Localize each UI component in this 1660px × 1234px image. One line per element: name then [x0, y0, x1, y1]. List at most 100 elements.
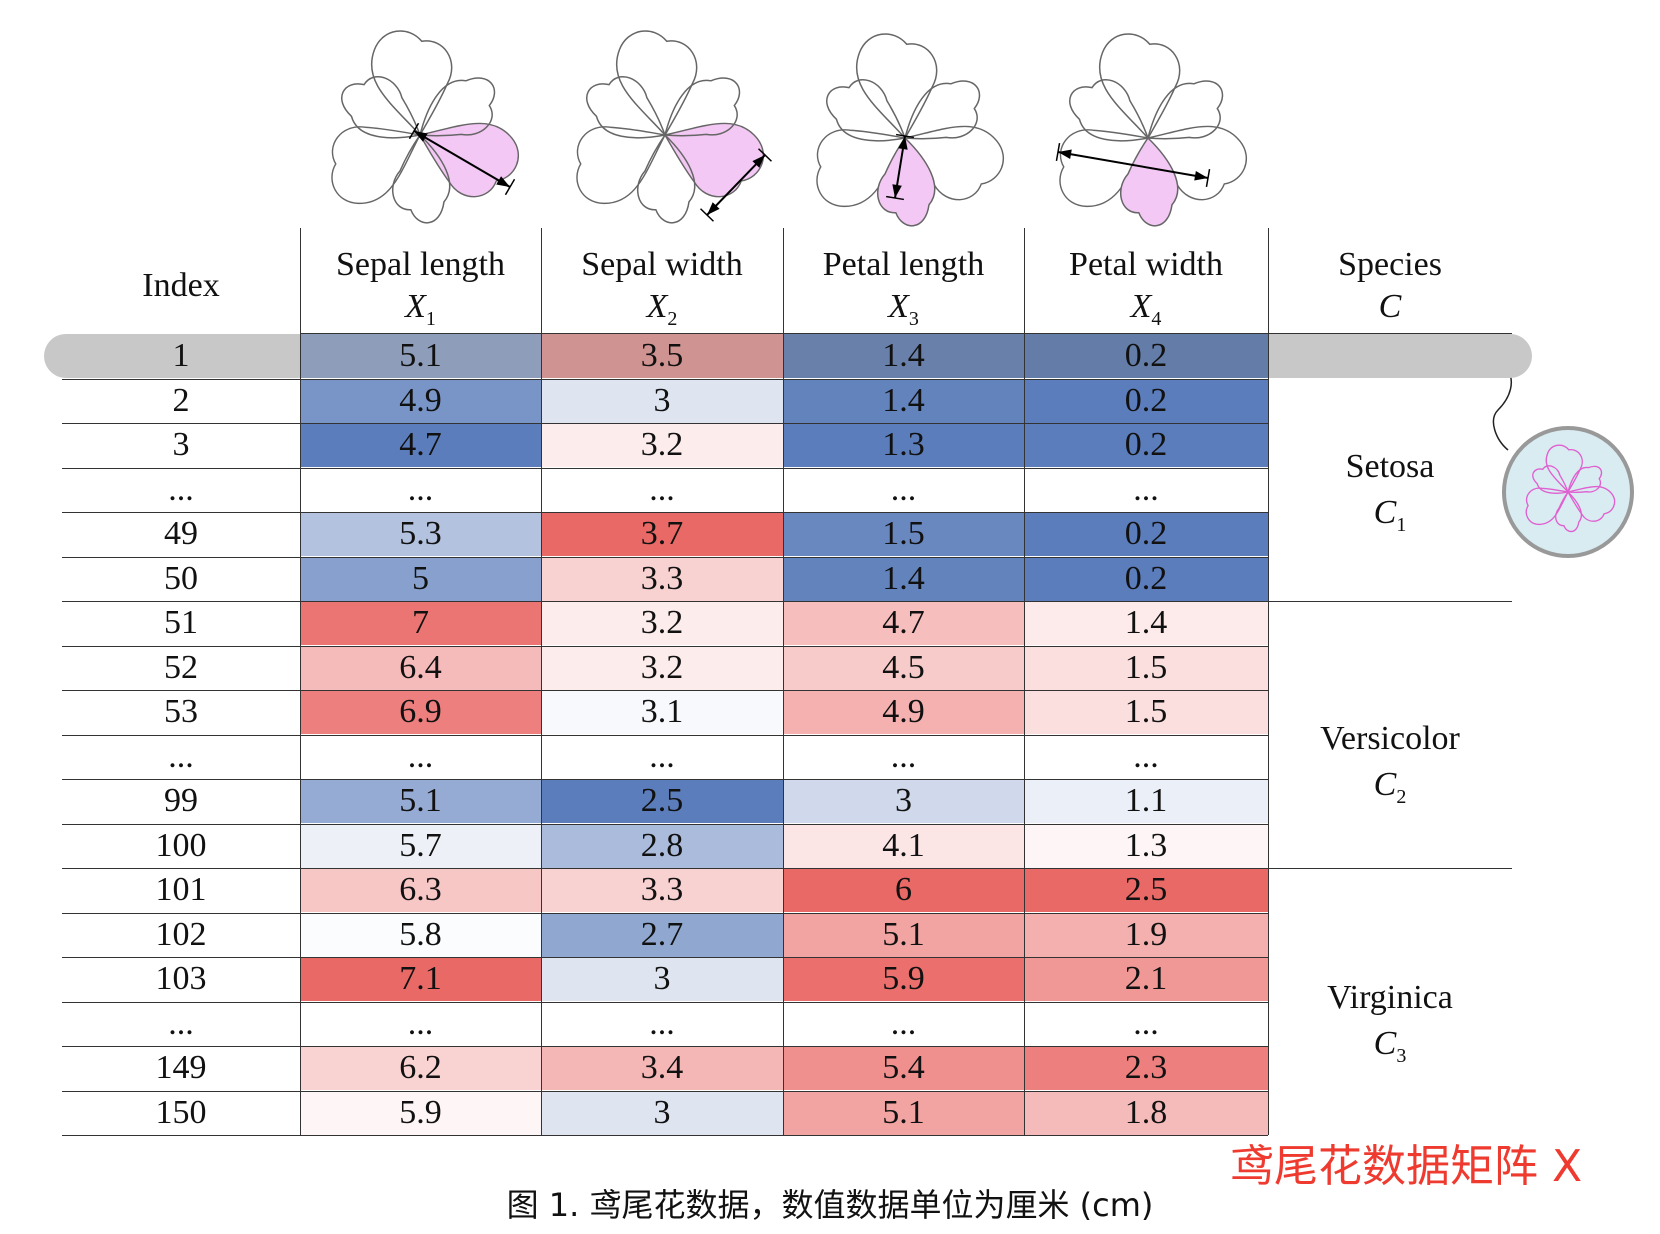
row-divider	[62, 1090, 1268, 1092]
value-cell: 5.4	[783, 1046, 1024, 1090]
value-cell: 5.1	[783, 912, 1024, 957]
value-cell: 5.8	[300, 912, 541, 957]
value-cell: 5.1	[300, 334, 541, 378]
index-cell: 50	[164, 559, 198, 597]
value-cell: 0.2	[1024, 556, 1268, 601]
value-cell: 1.4	[783, 556, 1024, 601]
value-cell: ...	[649, 1004, 675, 1042]
value-cell: 2.1	[1024, 957, 1268, 1001]
index-cell: 102	[155, 915, 207, 953]
index-cell: 49	[164, 515, 198, 552]
petal-length-flower-icon	[816, 33, 1005, 227]
row-divider	[62, 645, 1268, 647]
value-cell: 5.1	[783, 1090, 1024, 1135]
value-cell: 1.5	[1024, 690, 1268, 734]
petal-width-flower-icon	[1055, 33, 1248, 227]
value-cell: 5.1	[300, 779, 541, 823]
row-divider	[62, 779, 1268, 781]
index-cell: 150	[155, 1093, 207, 1131]
row-divider	[62, 467, 1268, 469]
value-cell: 3.3	[541, 556, 783, 601]
value-cell: 6.2	[300, 1046, 541, 1090]
value-cell: 2.7	[541, 912, 783, 957]
row-divider	[62, 957, 1268, 959]
value-cell: 1.5	[783, 512, 1024, 556]
value-cell: 3.4	[541, 1046, 783, 1090]
value-cell: 0.2	[1024, 378, 1268, 423]
row-divider	[62, 1001, 1268, 1003]
value-cell: 1.1	[1024, 779, 1268, 823]
figure-caption: 图 1. 鸢尾花数据，数值数据单位为厘米 (cm)	[506, 1186, 1154, 1224]
value-cell: ...	[890, 737, 917, 775]
value-cell: 7.1	[300, 957, 541, 1001]
matrix-title: 鸢尾花数据矩阵 X	[1230, 1141, 1583, 1192]
index-cell: 52	[164, 648, 198, 686]
value-cell: ...	[1133, 737, 1159, 775]
index-header: Index	[142, 267, 220, 304]
row-divider	[62, 512, 1268, 514]
row-divider	[62, 423, 1268, 425]
value-cell: 3.2	[541, 423, 783, 467]
value-cell: 4.7	[783, 601, 1024, 645]
value-cell: 5.7	[300, 823, 541, 868]
column-header-3: Petal length X3	[822, 246, 985, 330]
value-cell: ...	[890, 1004, 917, 1042]
value-cell: 4.5	[783, 645, 1024, 690]
value-cell: ...	[407, 737, 434, 775]
column-header-1: Sepal length X1	[335, 246, 506, 330]
species-header: Species C	[1338, 246, 1442, 325]
column-header-2: Sepal width X2	[581, 246, 743, 330]
index-cell: 100	[155, 826, 207, 864]
index-cell: 2	[172, 381, 190, 419]
value-cell: 2.5	[541, 779, 783, 823]
column-divider	[1268, 228, 1270, 1135]
value-cell: 5	[300, 556, 541, 601]
index-cell: ...	[168, 470, 194, 508]
value-cell: 3	[541, 1090, 783, 1135]
row-divider	[62, 734, 1268, 736]
species-versicolor: Versicolor C2	[1320, 720, 1460, 808]
value-cell: 3.1	[541, 690, 783, 734]
species-setosa: Setosa C1	[1345, 448, 1435, 536]
column-divider	[783, 228, 785, 1135]
row-divider	[62, 912, 1268, 914]
value-cell: 1.3	[783, 423, 1024, 467]
row-divider	[62, 601, 1268, 603]
value-cell: 3.5	[541, 334, 783, 378]
value-cell: 7	[300, 601, 541, 645]
value-cell: 5.3	[300, 512, 541, 556]
value-cell: 4.9	[783, 690, 1024, 734]
value-cell: 2.3	[1024, 1046, 1268, 1090]
value-cell: 0.2	[1024, 423, 1268, 467]
index-cell: 1	[172, 337, 190, 374]
value-cell: 1.5	[1024, 645, 1268, 690]
value-cell: 4.9	[300, 378, 541, 423]
value-cell: ...	[649, 470, 675, 508]
value-cell: 1.9	[1024, 912, 1268, 957]
value-cell: ...	[890, 470, 917, 508]
species-virginica: Virginica C3	[1327, 979, 1453, 1067]
index-cell: ...	[168, 1004, 194, 1042]
value-cell: 6	[783, 868, 1024, 912]
header-rule	[300, 333, 1512, 335]
index-cell: 3	[172, 426, 190, 463]
index-cell: 103	[155, 960, 207, 997]
value-cell: 2.8	[541, 823, 783, 868]
value-cell: ...	[1133, 1004, 1159, 1042]
column-header-4: Petal width X4	[1069, 246, 1223, 330]
row-divider	[62, 556, 1268, 558]
value-cell: 4.7	[300, 423, 541, 467]
value-cell: ...	[1133, 470, 1159, 508]
index-cell: 53	[164, 693, 198, 730]
value-cell: 5.9	[783, 957, 1024, 1001]
column-divider	[1024, 228, 1026, 1135]
index-cell: ...	[168, 737, 194, 775]
value-cell: 3.2	[541, 645, 783, 690]
magnifier-flower-icon	[1502, 426, 1634, 558]
column-divider	[541, 228, 543, 1135]
row-divider	[62, 378, 1268, 380]
sepal-width-flower-icon	[576, 30, 772, 224]
row-divider	[62, 1046, 1268, 1048]
value-cell: 3	[783, 779, 1024, 823]
